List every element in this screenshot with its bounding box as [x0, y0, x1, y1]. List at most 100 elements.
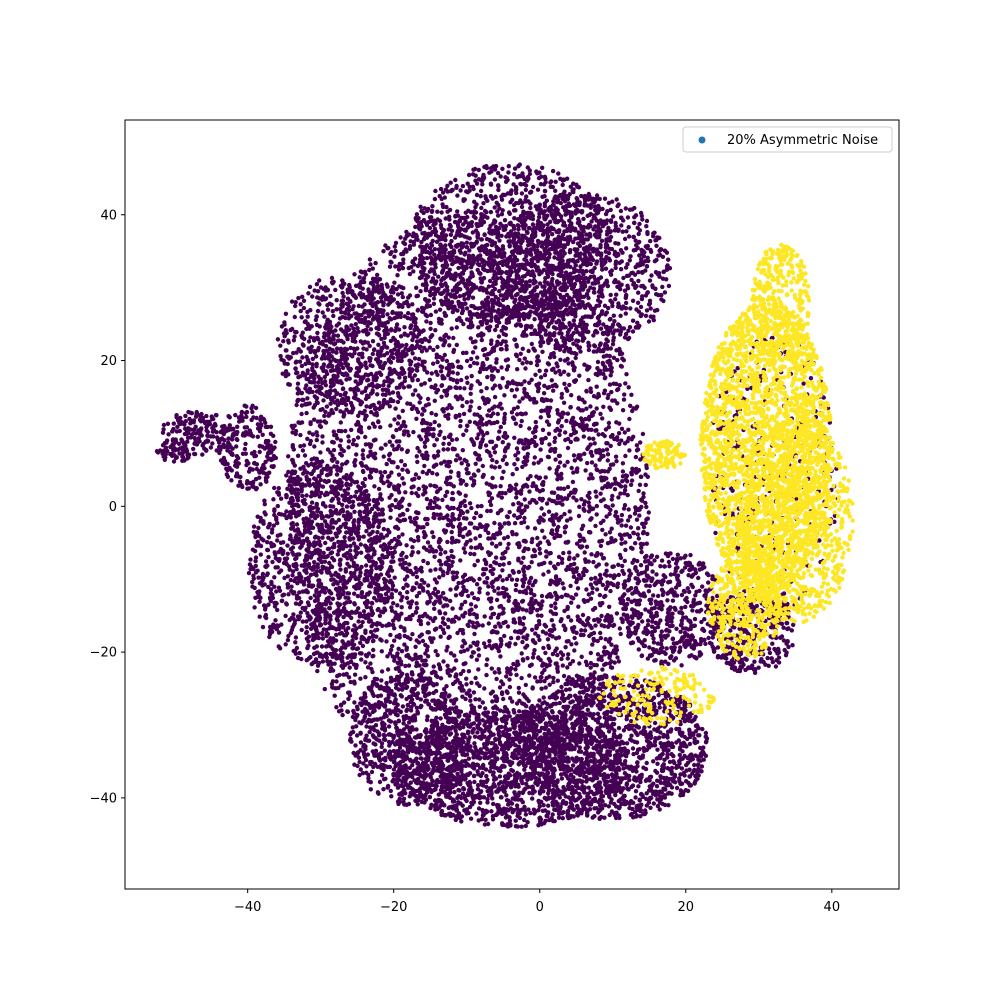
scatter-point	[410, 632, 415, 637]
scatter-point	[498, 484, 503, 489]
scatter-point	[330, 525, 336, 530]
scatter-point	[469, 654, 474, 659]
scatter-point	[381, 480, 386, 486]
scatter-point	[475, 412, 480, 417]
scatter-point	[488, 439, 493, 444]
scatter-point	[414, 454, 419, 459]
scatter-point	[581, 434, 586, 439]
scatter-point	[480, 463, 485, 469]
scatter-point	[397, 614, 402, 620]
scatter-point	[616, 387, 621, 392]
scatter-point	[524, 590, 529, 596]
scatter-point	[308, 420, 313, 425]
scatter-point	[588, 582, 594, 587]
scatter-point	[585, 460, 590, 466]
scatter-point	[346, 445, 351, 450]
scatter-point	[497, 464, 502, 470]
scatter-point	[447, 343, 452, 348]
scatter-point	[399, 611, 404, 616]
scatter-point	[441, 515, 446, 521]
scatter-point	[485, 657, 490, 662]
scatter-point	[414, 601, 419, 606]
scatter-point	[473, 345, 478, 350]
scatter-point	[587, 490, 592, 495]
scatter-point	[623, 547, 628, 553]
scatter-point	[514, 466, 519, 472]
scatter-point	[437, 516, 442, 521]
scatter-point	[559, 391, 565, 397]
scatter-point	[452, 789, 457, 795]
scatter-point	[449, 529, 454, 535]
scatter-point	[542, 535, 547, 540]
scatter-point	[526, 348, 531, 354]
scatter-point	[553, 611, 559, 617]
scatter-point	[294, 402, 299, 408]
scatter-point	[441, 604, 446, 609]
scatter-point	[602, 662, 607, 667]
scatter-point	[552, 435, 558, 441]
scatter-point	[378, 470, 383, 475]
scatter-point	[564, 418, 569, 424]
scatter-point	[541, 512, 547, 517]
scatter-point	[462, 297, 467, 302]
scatter-point	[389, 592, 394, 597]
scatter-point	[540, 670, 545, 676]
scatter-point	[292, 463, 297, 468]
scatter-point	[441, 590, 446, 596]
scatter-point	[529, 627, 535, 632]
scatter-point	[560, 410, 565, 415]
scatter-point	[498, 708, 503, 713]
scatter-point	[593, 623, 598, 628]
scatter-point	[576, 676, 581, 682]
scatter-point	[572, 561, 577, 567]
scatter-point	[440, 616, 446, 621]
scatter-point	[397, 591, 403, 596]
scatter-point	[585, 621, 591, 626]
scatter-point	[454, 437, 459, 442]
scatter-point	[613, 481, 618, 486]
scatter-point	[443, 480, 449, 485]
scatter-point	[535, 613, 541, 618]
scatter-point	[558, 372, 563, 377]
scatter-point	[416, 332, 422, 337]
scatter-point	[503, 326, 509, 331]
scatter-point	[467, 419, 472, 424]
scatter-point	[594, 581, 599, 586]
scatter-point	[498, 644, 503, 649]
scatter-point	[484, 386, 489, 391]
scatter-point	[545, 637, 551, 642]
scatter-point	[488, 606, 494, 611]
scatter-point	[450, 535, 455, 541]
scatter-point	[318, 419, 323, 424]
scatter-point	[519, 510, 524, 516]
scatter-point	[328, 466, 333, 471]
scatter-point	[392, 254, 397, 259]
scatter-point	[515, 367, 520, 372]
scatter-point	[521, 555, 526, 560]
scatter-point	[565, 656, 570, 661]
scatter-point	[489, 541, 495, 546]
scatter-point	[402, 332, 408, 337]
scatter-point	[462, 386, 467, 391]
scatter-point	[574, 566, 580, 571]
scatter-point	[421, 328, 426, 333]
scatter-point	[379, 678, 384, 683]
scatter-point	[591, 559, 596, 565]
scatter-point	[593, 428, 599, 433]
scatter-point	[544, 554, 549, 559]
scatter-point	[586, 377, 591, 383]
scatter-point	[435, 453, 440, 458]
scatter-point	[570, 659, 576, 664]
scatter-point	[548, 560, 553, 565]
scatter-point	[448, 432, 453, 437]
scatter-point	[519, 675, 524, 681]
scatter-point	[444, 358, 450, 364]
scatter-point	[494, 544, 499, 549]
scatter-point	[395, 421, 401, 426]
scatter-point	[478, 418, 484, 423]
scatter-point	[516, 500, 521, 506]
scatter-point	[417, 567, 423, 572]
scatter-point	[590, 413, 595, 418]
scatter-point	[326, 535, 331, 540]
scatter-point	[540, 349, 545, 354]
